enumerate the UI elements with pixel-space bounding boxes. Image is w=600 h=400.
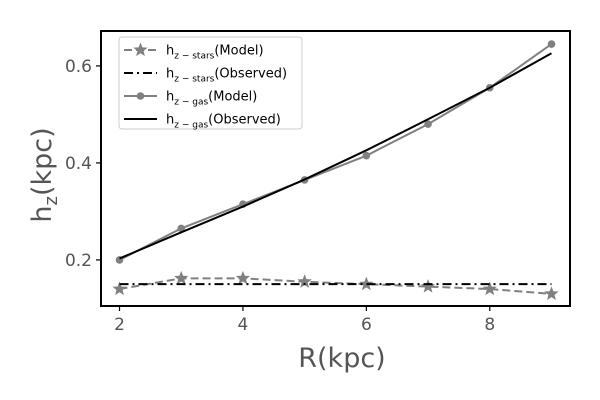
y-axis-title: hz(kpc) [27, 127, 62, 222]
y-tick-label: 0.2 [65, 251, 92, 271]
legend-label: hz − stars(Model) [166, 44, 264, 62]
legend-label-sub: z − gas [174, 98, 208, 108]
x-tick-label: 2 [114, 315, 125, 335]
data-point [362, 151, 371, 160]
x-axis-title: R(kpc) [298, 343, 385, 374]
y-tick-label: 0.6 [65, 57, 92, 77]
x-axis-ticks: 2 4 6 8 [114, 306, 495, 335]
legend-entry: hz − stars(Model) [124, 42, 264, 62]
legend-label-sub: z − stars [174, 52, 214, 62]
series-line [119, 52, 552, 260]
legend-marker [136, 92, 145, 100]
legend-label-sub: z − gas [174, 121, 208, 131]
data-point [112, 281, 127, 296]
legend-label: hz − gas(Model) [166, 90, 257, 108]
legend-label: hz − gas(Observed) [166, 113, 281, 131]
x-tick-label: 4 [238, 315, 249, 335]
series-line [119, 277, 552, 295]
legend-label-main: h [166, 67, 174, 82]
legend-label-suffix: (Model) [214, 44, 263, 59]
y-axis-title-suffix: (kpc) [27, 127, 58, 196]
x-tick-label: 6 [361, 315, 372, 335]
series-0 [112, 270, 559, 300]
data-point [177, 224, 186, 233]
legend-entry: hz − gas(Model) [124, 90, 257, 108]
legend-label: hz − stars(Observed) [166, 67, 287, 85]
x-tick-label: 8 [484, 315, 495, 335]
y-axis-title-sub: z [41, 196, 62, 205]
y-tick-label: 0.4 [65, 154, 92, 174]
plot-marks [112, 40, 559, 300]
legend-label-main: h [166, 90, 174, 105]
data-point [359, 276, 374, 291]
data-point [174, 270, 189, 285]
legend: hz − stars(Model)hz − stars(Observed)hz … [118, 36, 303, 131]
legend-label-main: h [166, 113, 174, 128]
legend-entry: hz − gas(Observed) [124, 113, 281, 131]
legend-entries: hz − stars(Model)hz − stars(Observed)hz … [124, 42, 287, 131]
legend-marker [133, 42, 148, 57]
data-point [424, 120, 432, 128]
legend-label-suffix: (Observed) [214, 67, 287, 82]
series-3 [119, 52, 552, 260]
legend-label-main: h [166, 44, 174, 59]
data-point [420, 279, 436, 293]
data-point [547, 40, 556, 48]
legend-box [118, 36, 303, 130]
legend-label-sub: z − stars [174, 75, 214, 85]
legend-label-suffix: (Model) [208, 90, 257, 105]
data-point [297, 274, 312, 288]
legend-label-suffix: (Observed) [208, 113, 281, 128]
y-axis-title-main: h [27, 206, 58, 223]
data-point [235, 270, 251, 285]
legend-entry: hz − stars(Observed) [124, 67, 287, 85]
data-point [544, 286, 559, 300]
data-point [482, 281, 497, 296]
plot-frame [100, 30, 571, 307]
y-axis-ticks: 0.2 0.4 0.6 [65, 57, 101, 271]
